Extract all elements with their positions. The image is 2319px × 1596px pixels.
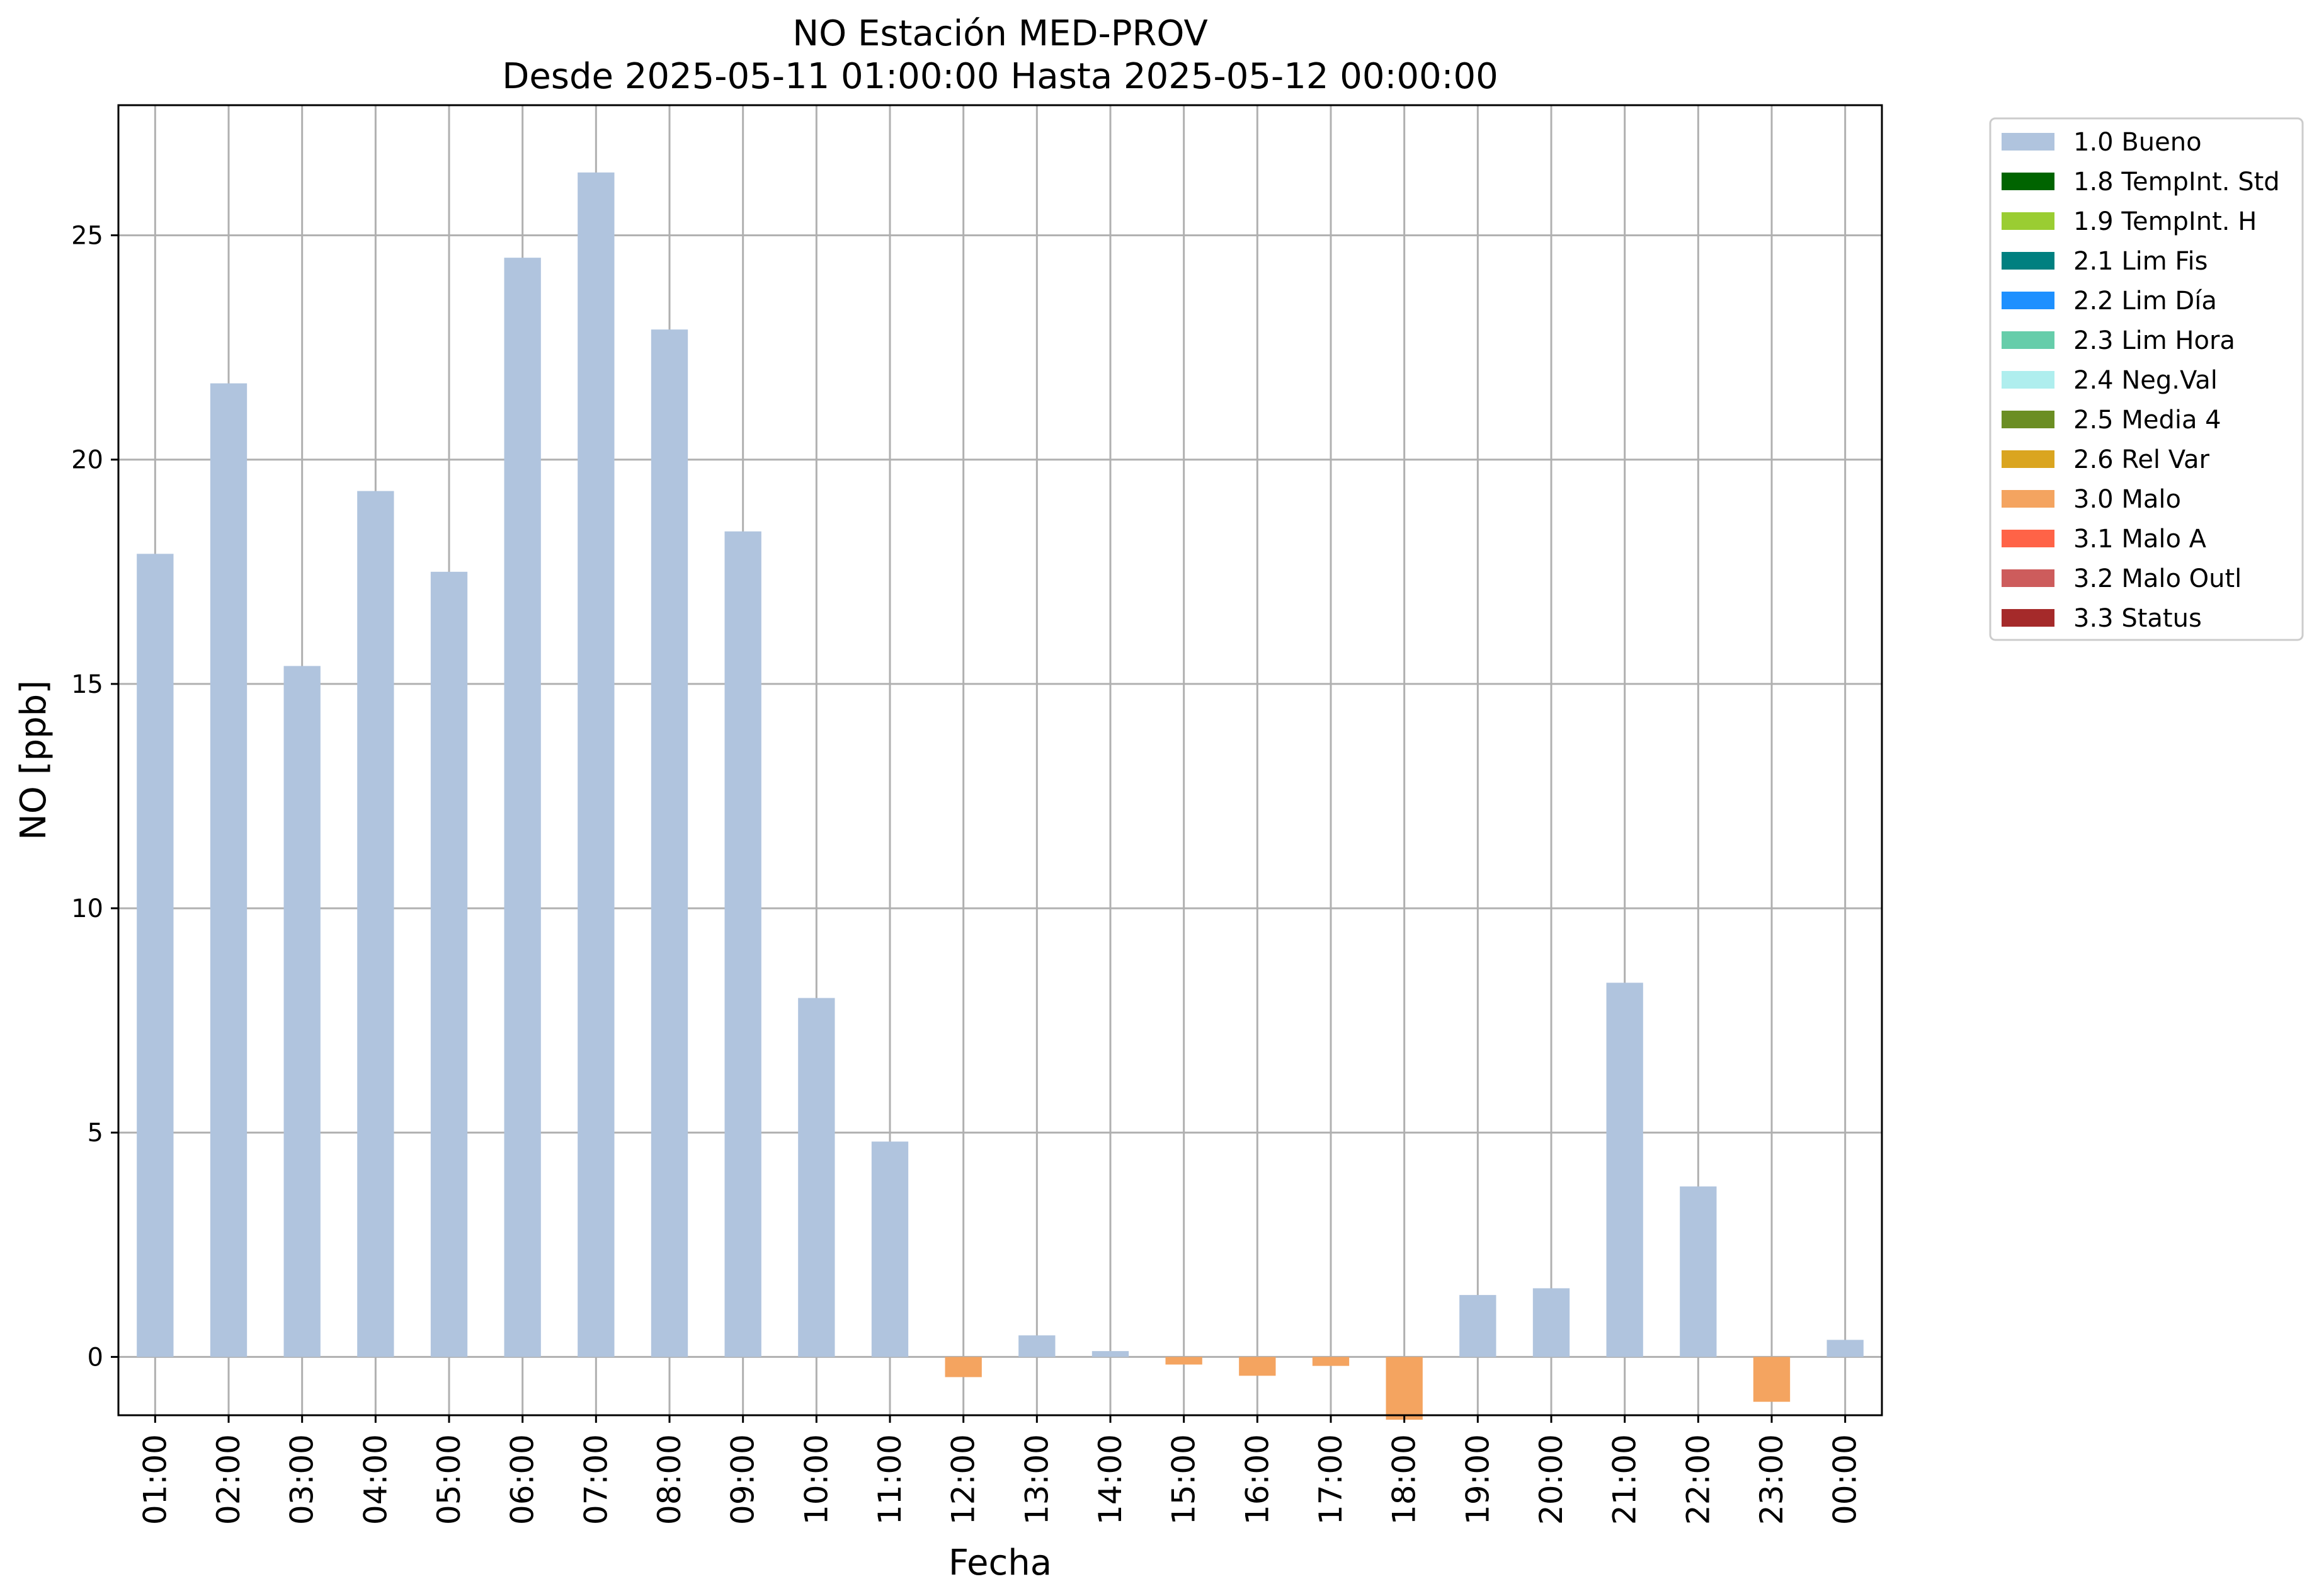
chart-title: NO Estación MED-PROV xyxy=(792,13,1208,54)
bar-0900 xyxy=(724,531,761,1357)
legend-label: 2.5 Media 4 xyxy=(2073,406,2221,435)
x-tick-label: 08:00 xyxy=(651,1434,688,1525)
x-tick-label: 04:00 xyxy=(357,1434,394,1525)
x-tick-label: 15:00 xyxy=(1166,1434,1202,1525)
bar-1800 xyxy=(1386,1357,1423,1420)
x-tick-label: 02:00 xyxy=(210,1434,247,1525)
legend-swatch xyxy=(2002,609,2054,627)
x-tick-label: 06:00 xyxy=(504,1434,541,1525)
x-tick-label: 20:00 xyxy=(1533,1434,1570,1525)
x-tick-label: 03:00 xyxy=(284,1434,321,1525)
x-tick-label: 10:00 xyxy=(798,1434,835,1525)
bar-0300 xyxy=(283,666,321,1357)
x-tick-label: 21:00 xyxy=(1607,1434,1643,1525)
bar-1900 xyxy=(1459,1295,1496,1357)
bar-1100 xyxy=(871,1141,909,1357)
legend: 1.0 Bueno 1.8 TempInt. Std 1.9 TempInt. H 2… xyxy=(1989,117,2304,641)
legend-swatch xyxy=(2002,450,2054,468)
bar-0700 xyxy=(578,172,615,1357)
bar-0400 xyxy=(357,491,394,1357)
legend-swatch xyxy=(2002,530,2054,547)
bar-1700 xyxy=(1312,1357,1350,1366)
x-tick-label: 01:00 xyxy=(137,1434,173,1525)
legend-swatch xyxy=(2002,490,2054,508)
x-tick-label: 05:00 xyxy=(431,1434,467,1525)
bar-1500 xyxy=(1165,1357,1202,1365)
legend-label: 2.1 Lim Fis xyxy=(2073,247,2208,276)
bar-2000 xyxy=(1532,1288,1570,1357)
ticks-layer: 0 5 10 15 20 25 01:00 02:00 03:00 04:00 05:00 06:00… xyxy=(71,222,1864,1525)
bar-1200 xyxy=(945,1357,982,1377)
bar-0000 xyxy=(1826,1340,1864,1357)
legend-swatch xyxy=(2002,371,2054,389)
y-tick-label: 20 xyxy=(71,446,103,475)
legend-label: 1.8 TempInt. Std xyxy=(2073,168,2280,197)
legend-swatch xyxy=(2002,173,2054,190)
legend-swatch xyxy=(2002,411,2054,428)
bar-0200 xyxy=(210,383,248,1357)
legend-box xyxy=(1989,117,2304,641)
x-tick-label: 00:00 xyxy=(1827,1434,1864,1525)
x-tick-label: 11:00 xyxy=(872,1434,908,1525)
x-tick-label: 12:00 xyxy=(945,1434,982,1525)
bar-0600 xyxy=(504,258,541,1357)
x-tick-label: 07:00 xyxy=(578,1434,614,1525)
plot-frame xyxy=(117,104,1883,1416)
chart-subtitle: Desde 2025-05-11 01:00:00 Hasta 2025-05-… xyxy=(502,56,1498,97)
legend-label: 2.4 Neg.Val xyxy=(2073,366,2218,395)
x-tick-label: 14:00 xyxy=(1092,1434,1129,1525)
bar-0500 xyxy=(430,571,468,1357)
bar-1400 xyxy=(1091,1351,1129,1357)
legend-swatch xyxy=(2002,569,2054,587)
legend-label: 3.0 Malo xyxy=(2073,485,2181,514)
x-tick-label: 09:00 xyxy=(725,1434,761,1525)
legend-label: 2.3 Lim Hora xyxy=(2073,326,2235,355)
legend-label: 1.0 Bueno xyxy=(2073,128,2202,157)
legend-swatch xyxy=(2002,212,2054,230)
bar-0100 xyxy=(137,554,174,1357)
bar-0800 xyxy=(651,329,688,1357)
legend-label: 3.3 Status xyxy=(2073,604,2202,633)
bar-2300 xyxy=(1753,1357,1791,1402)
x-tick-label: 16:00 xyxy=(1239,1434,1275,1525)
legend-swatch xyxy=(2002,331,2054,349)
legend-swatch xyxy=(2002,133,2054,151)
y-axis-label: NO [ppb] xyxy=(13,680,54,840)
legend-swatch xyxy=(2002,252,2054,270)
legend-label: 2.6 Rel Var xyxy=(2073,445,2210,474)
y-tick-label: 15 xyxy=(71,670,103,699)
y-tick-label: 10 xyxy=(71,894,103,923)
x-axis-label: Fecha xyxy=(949,1542,1052,1583)
bar-2100 xyxy=(1606,983,1643,1357)
legend-label: 1.9 TempInt. H xyxy=(2073,207,2257,236)
bars-layer xyxy=(137,172,1864,1420)
legend-swatch xyxy=(2002,292,2054,309)
legend-label: 3.1 Malo A xyxy=(2073,525,2207,554)
x-tick-label: 19:00 xyxy=(1459,1434,1496,1525)
bar-1600 xyxy=(1239,1357,1276,1376)
y-tick-label: 25 xyxy=(71,222,103,251)
y-tick-label: 5 xyxy=(88,1119,103,1148)
x-tick-label: 13:00 xyxy=(1018,1434,1055,1525)
x-tick-label: 23:00 xyxy=(1753,1434,1790,1525)
legend-label: 3.2 Malo Outl xyxy=(2073,564,2242,593)
bar-2200 xyxy=(1680,1186,1717,1357)
legend-label: 2.2 Lim Día xyxy=(2073,287,2217,316)
y-tick-label: 0 xyxy=(88,1343,103,1372)
x-tick-label: 22:00 xyxy=(1680,1434,1716,1525)
bar-1000 xyxy=(798,998,835,1357)
x-tick-label: 17:00 xyxy=(1313,1434,1349,1525)
x-tick-label: 18:00 xyxy=(1386,1434,1423,1525)
bar-1300 xyxy=(1018,1335,1056,1357)
